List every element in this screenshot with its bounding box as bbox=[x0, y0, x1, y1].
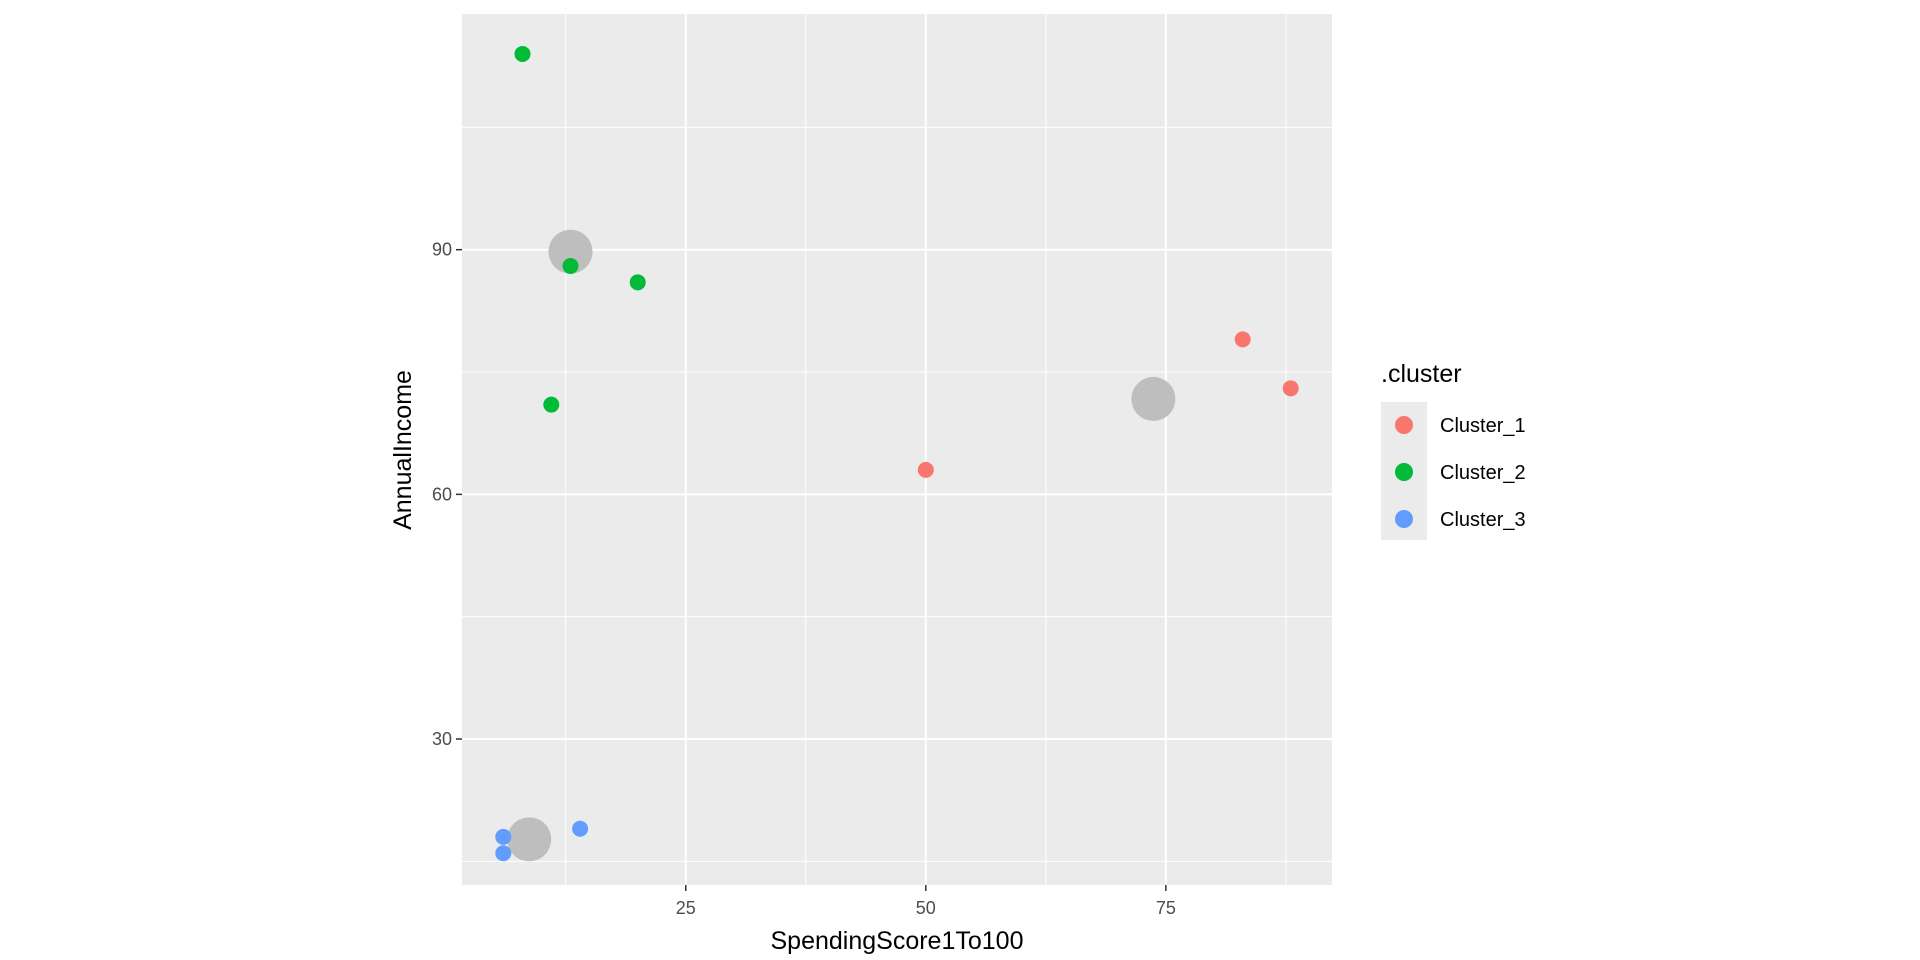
data-point bbox=[514, 45, 531, 62]
legend-key bbox=[1395, 510, 1413, 528]
legend-title: .cluster bbox=[1381, 360, 1462, 388]
data-point bbox=[562, 258, 579, 275]
data-point bbox=[495, 845, 512, 862]
data-point bbox=[629, 274, 646, 291]
legend-label: Cluster_2 bbox=[1440, 462, 1526, 484]
x-axis-title: SpendingScore1To100 bbox=[771, 927, 1024, 955]
x-axis-ticks: 25 50 75 bbox=[676, 885, 1176, 918]
data-point bbox=[1282, 380, 1299, 397]
cluster-center bbox=[1131, 376, 1176, 421]
x-tick-label: 75 bbox=[1156, 898, 1176, 918]
data-point bbox=[917, 461, 934, 478]
x-tick-label: 50 bbox=[916, 898, 936, 918]
legend: .cluster Cluster_1 Cluster_2 Cluster_3 bbox=[1381, 360, 1526, 540]
y-tick-label: 30 bbox=[432, 729, 452, 749]
cluster-centers bbox=[507, 229, 1176, 862]
minor-gridlines bbox=[462, 14, 1332, 885]
y-tick-label: 60 bbox=[432, 484, 452, 504]
data-point bbox=[495, 828, 512, 845]
y-axis-ticks: 30 60 90 bbox=[432, 240, 462, 749]
plot-panel bbox=[462, 14, 1332, 885]
data-points bbox=[495, 45, 1299, 862]
data-point bbox=[1234, 331, 1251, 348]
y-axis-title: AnnualIncome bbox=[389, 370, 417, 530]
data-point bbox=[543, 396, 560, 413]
y-tick-label: 90 bbox=[432, 240, 452, 260]
x-tick-label: 25 bbox=[676, 898, 696, 918]
legend-key bbox=[1395, 463, 1413, 481]
legend-label: Cluster_3 bbox=[1440, 509, 1526, 531]
cluster-center bbox=[548, 229, 593, 274]
legend-key bbox=[1395, 416, 1413, 434]
legend-label: Cluster_1 bbox=[1440, 415, 1526, 437]
data-point bbox=[572, 820, 589, 837]
major-gridlines bbox=[462, 14, 1332, 885]
cluster-center bbox=[507, 817, 552, 862]
